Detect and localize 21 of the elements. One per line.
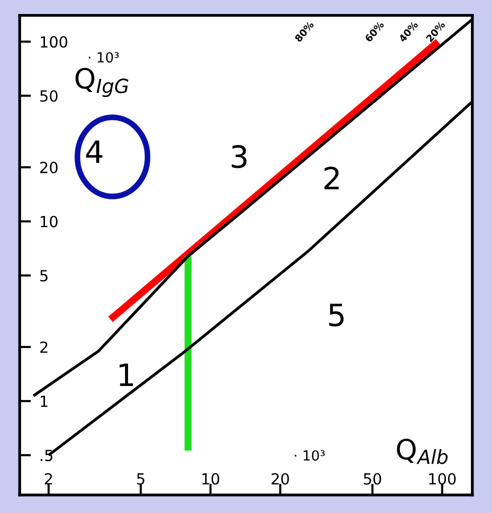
- y-axis-title: Q$_{IgG}$: [76, 68, 128, 98]
- y-tick-label: 100: [40, 36, 68, 48]
- y-tick-label: 10: [40, 216, 58, 228]
- x-tick-label: 10: [202, 473, 220, 485]
- x-tick-label: 5: [137, 473, 144, 485]
- annotation: · 10³: [88, 52, 119, 63]
- y-tick-label: 1: [40, 396, 48, 407]
- y-tick-label: 20: [40, 162, 58, 174]
- annotation: 1: [120, 364, 133, 386]
- x-tick-label: 20: [272, 473, 289, 485]
- annotation: 2: [324, 166, 339, 190]
- y-tick-label: 5: [40, 270, 48, 282]
- y-tick-label: 50: [40, 90, 58, 102]
- annotation: 5: [329, 304, 344, 326]
- x-tick-label: 50: [364, 473, 382, 485]
- annotation: 4: [86, 140, 102, 163]
- annotation: 3: [232, 145, 246, 168]
- x-axis-title: Q$_{Alb}$: [396, 438, 448, 464]
- x-tick-label: 100: [429, 473, 456, 485]
- annotation: · 10³: [294, 450, 325, 461]
- y-tick-label: 2: [40, 341, 48, 353]
